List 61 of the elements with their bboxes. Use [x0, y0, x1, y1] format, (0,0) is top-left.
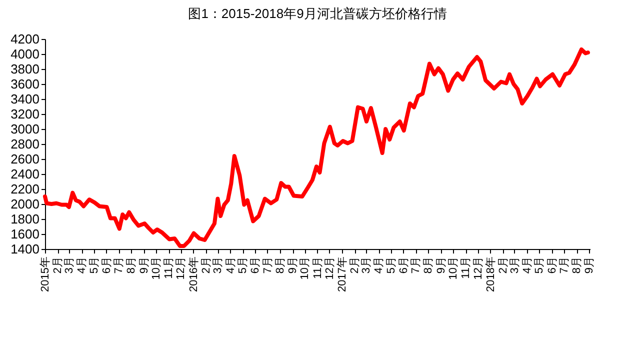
x-tick-label: 12月 [175, 256, 188, 280]
x-tick-label: 10月 [150, 256, 162, 280]
y-tick-label: 4200 [10, 32, 40, 46]
y-tick-label: 3000 [10, 122, 40, 136]
x-tick-label: 2月 [349, 256, 362, 274]
y-tick-label: 2800 [10, 136, 40, 152]
x-tick-label: 10月 [448, 256, 460, 280]
y-tick-label: 2600 [10, 152, 40, 166]
x-tick-label: 3月 [63, 256, 76, 274]
x-tick-label: 8月 [126, 256, 138, 274]
x-tick-label: 5月 [88, 256, 100, 274]
x-tick-label: 12月 [472, 256, 484, 280]
x-tick-label: 2月 [52, 256, 64, 274]
x-tick-label: 4月 [373, 256, 386, 274]
x-tick-label: 3月 [212, 256, 224, 274]
x-tick-label: 2月 [200, 256, 212, 274]
x-tick-label: 6月 [398, 256, 410, 274]
x-tick-label: 5月 [385, 256, 398, 274]
x-tick-label: 2月 [498, 256, 510, 274]
x-tick-label: 9月 [584, 256, 596, 274]
x-tick-label: 2016年 [188, 256, 200, 292]
y-tick-label: 1400 [10, 242, 40, 256]
x-tick-label: 2018年 [484, 256, 497, 292]
y-tick-label: 2200 [10, 182, 40, 196]
chart-title: 图1：2015-2018年9月河北普碳方坯价格行情 [188, 6, 447, 21]
x-tick-label: 4月 [522, 256, 534, 274]
x-tick-label: 4月 [224, 256, 237, 274]
y-tick-label: 3200 [10, 106, 40, 122]
x-tick-label: 5月 [237, 256, 250, 274]
y-tick-label: 3800 [10, 62, 40, 76]
y-tick-label: 3400 [10, 92, 40, 106]
x-tick-label: 7月 [113, 256, 126, 274]
y-tick-label: 1800 [10, 212, 40, 226]
x-tick-label: 4月 [76, 256, 88, 274]
x-tick-label: 2015年 [40, 256, 52, 292]
y-tick-label: 1600 [10, 226, 40, 242]
x-tick-label: 8月 [274, 256, 286, 274]
y-tick-label: 4000 [10, 46, 40, 62]
x-tick-label: 2017年 [336, 256, 349, 292]
x-tick-label: 7月 [262, 256, 274, 274]
x-tick-label: 7月 [410, 256, 422, 274]
x-tick-label: 8月 [422, 256, 435, 274]
x-tick-label: 11月 [163, 256, 176, 279]
x-tick-label: 11月 [312, 256, 324, 279]
x-tick-label: 9月 [138, 256, 150, 274]
x-tick-label: 7月 [558, 256, 570, 274]
x-tick-label: 6月 [546, 256, 558, 274]
x-tick-label: 6月 [100, 256, 113, 274]
y-tick-label: 3600 [10, 76, 40, 92]
x-tick-label: 6月 [250, 256, 262, 274]
x-tick-label: 12月 [324, 256, 336, 280]
x-tick-label: 11月 [460, 256, 472, 279]
x-tick-label: 9月 [435, 256, 448, 274]
x-tick-label: 8月 [571, 256, 584, 274]
x-tick-label: 5月 [534, 256, 546, 274]
y-tick-label: 2400 [10, 166, 40, 182]
y-tick-label: 2000 [10, 196, 40, 212]
x-tick-label: 3月 [360, 256, 373, 274]
x-tick-label: 9月 [287, 256, 300, 274]
x-tick-label: 3月 [508, 256, 521, 274]
x-tick-label: 10月 [299, 256, 312, 280]
